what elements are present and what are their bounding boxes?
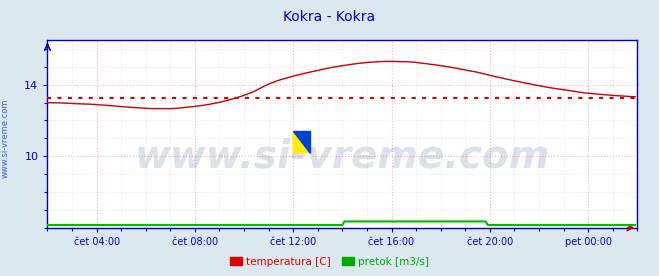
Text: www.si-vreme.com: www.si-vreme.com: [134, 137, 550, 175]
Polygon shape: [293, 131, 310, 153]
Text: Kokra - Kokra: Kokra - Kokra: [283, 10, 376, 24]
Legend: temperatura [C], pretok [m3/s]: temperatura [C], pretok [m3/s]: [225, 253, 434, 271]
Text: www.si-vreme.com: www.si-vreme.com: [1, 98, 10, 178]
Polygon shape: [293, 131, 310, 153]
